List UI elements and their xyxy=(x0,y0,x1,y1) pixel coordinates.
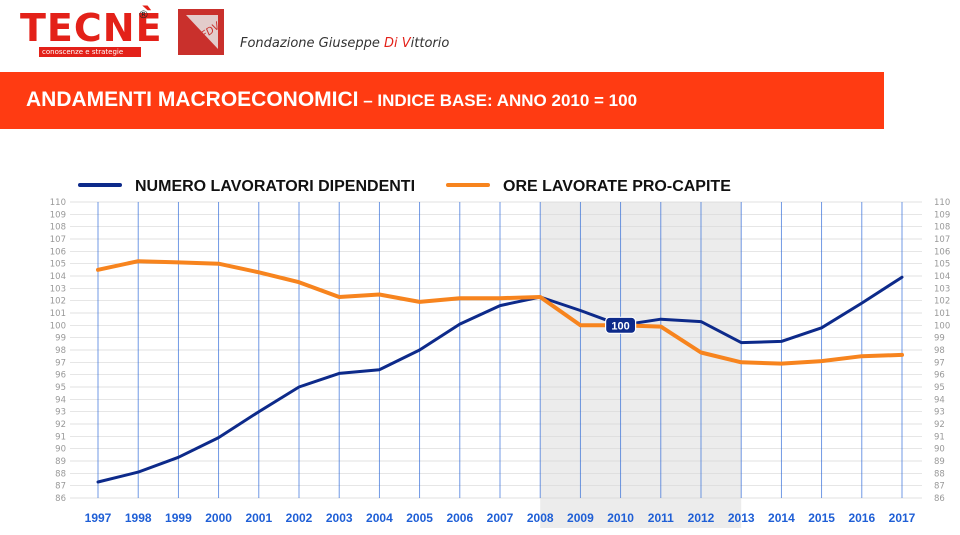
fondazione-name-part-a: Fondazione Giuseppe xyxy=(240,36,384,51)
y-tick-label-right: 91 xyxy=(934,432,945,442)
x-tick-label: 2014 xyxy=(768,511,795,525)
y-tick-label-left: 103 xyxy=(50,284,66,294)
x-tick-label: 2006 xyxy=(446,511,473,525)
chart-grid xyxy=(70,201,922,499)
y-tick-label-right: 89 xyxy=(934,457,945,467)
x-tick-label: 2001 xyxy=(245,511,272,525)
x-tick-label: 2017 xyxy=(889,511,916,525)
y-tick-label-right: 98 xyxy=(934,346,945,356)
y-tick-label-left: 104 xyxy=(50,272,66,282)
x-tick-label: 2013 xyxy=(728,511,755,525)
y-tick-label-right: 96 xyxy=(934,371,945,381)
y-tick-label-left: 102 xyxy=(50,297,66,307)
y-tick-label-left: 96 xyxy=(55,371,66,381)
y-tick-label-right: 101 xyxy=(934,309,950,319)
y-tick-label-right: 88 xyxy=(934,469,945,479)
y-tick-label-left: 110 xyxy=(50,198,66,208)
x-tick-label: 1998 xyxy=(125,511,152,525)
y-tick-label-left: 109 xyxy=(50,210,66,220)
x-tick-label: 2016 xyxy=(848,511,875,525)
y-tick-label-left: 95 xyxy=(55,383,66,393)
x-tick-label: 2005 xyxy=(406,511,433,525)
y-tick-label-right: 105 xyxy=(934,260,950,270)
chart-labels: 86 86 87 87 88 88 89 89 90 90 91 91 92 92 93 93 94 94 95 95… xyxy=(50,198,950,525)
y-tick-label-right: 92 xyxy=(934,420,945,430)
fondazione-name-part-b: Di V xyxy=(383,36,411,51)
x-tick-label: 2009 xyxy=(567,511,594,525)
fdv-logo-mark: FDV xyxy=(178,9,224,55)
y-tick-label-left: 90 xyxy=(55,445,66,455)
y-tick-label-left: 87 xyxy=(55,482,66,492)
banner-title-sub: – INDICE BASE: ANNO 2010 = 100 xyxy=(358,91,638,110)
tecne-tagline: conoscenze e strategie xyxy=(39,47,141,57)
y-tick-label-left: 92 xyxy=(55,420,66,430)
y-tick-label-left: 107 xyxy=(50,235,66,245)
y-tick-label-left: 98 xyxy=(55,346,66,356)
y-tick-label-right: 109 xyxy=(934,210,950,220)
y-tick-label-left: 100 xyxy=(50,321,66,331)
y-tick-label-left: 93 xyxy=(55,408,66,418)
annotation-label: 100 xyxy=(611,320,629,332)
y-tick-label-right: 103 xyxy=(934,284,950,294)
y-tick-label-right: 97 xyxy=(934,358,945,368)
y-tick-label-right: 100 xyxy=(934,321,950,331)
x-tick-label: 2010 xyxy=(607,511,634,525)
y-tick-label-left: 91 xyxy=(55,432,66,442)
legend-label: NUMERO LAVORATORI DIPENDENTI xyxy=(135,178,415,195)
y-tick-label-right: 104 xyxy=(934,272,950,282)
series-line xyxy=(96,275,904,484)
y-tick-label-left: 94 xyxy=(55,395,66,405)
x-tick-label: 2015 xyxy=(808,511,835,525)
y-tick-label-right: 106 xyxy=(934,247,950,257)
x-tick-label: 2007 xyxy=(487,511,514,525)
title-banner: ANDAMENTI MACROECONOMICI – INDICE BASE: … xyxy=(0,72,884,129)
y-tick-label-right: 99 xyxy=(934,334,945,344)
x-tick-label: 1997 xyxy=(85,511,112,525)
x-tick-label: 2012 xyxy=(688,511,715,525)
x-tick-label: 2000 xyxy=(205,511,232,525)
annotation-badge xyxy=(604,316,637,334)
chart-legend: NUMERO LAVORATORI DIPENDENTI ORE LAVORATE… xyxy=(78,178,731,195)
y-tick-label-left: 106 xyxy=(50,247,66,257)
chart-series xyxy=(96,259,904,484)
fondazione-name-part-c: ittorio xyxy=(410,36,450,51)
y-tick-label-right: 102 xyxy=(934,297,950,307)
y-tick-label-right: 95 xyxy=(934,383,945,393)
x-tick-label: 2003 xyxy=(326,511,353,525)
y-tick-label-right: 110 xyxy=(934,198,950,208)
highlight-band xyxy=(540,202,742,528)
banner-title: ANDAMENTI MACROECONOMICI – INDICE BASE: … xyxy=(26,88,637,112)
y-tick-label-left: 99 xyxy=(55,334,66,344)
tecne-logo-word: TECNÈ xyxy=(20,6,163,50)
fdv-logo: FDV xyxy=(178,9,224,55)
y-tick-label-left: 101 xyxy=(50,309,66,319)
y-tick-label-left: 86 xyxy=(55,494,66,504)
fondazione-name: Fondazione Giuseppe Di Vittorio xyxy=(240,36,449,51)
x-tick-label: 1999 xyxy=(165,511,192,525)
series-line xyxy=(96,259,904,366)
x-tick-label: 2008 xyxy=(527,511,554,525)
y-tick-label-right: 87 xyxy=(934,482,945,492)
y-tick-label-right: 108 xyxy=(934,223,950,233)
legend-label: ORE LAVORATE PRO-CAPITE xyxy=(503,178,731,195)
x-tick-label: 2004 xyxy=(366,511,393,525)
x-tick-label: 2002 xyxy=(286,511,313,525)
registered-mark: ® xyxy=(138,8,149,21)
banner-title-main: ANDAMENTI MACROECONOMICI xyxy=(26,88,359,111)
chart-background xyxy=(540,202,742,528)
y-tick-label-right: 94 xyxy=(934,395,945,405)
y-tick-label-right: 86 xyxy=(934,494,945,504)
y-tick-label-left: 108 xyxy=(50,223,66,233)
y-tick-label-left: 89 xyxy=(55,457,66,467)
y-tick-label-right: 90 xyxy=(934,445,945,455)
y-tick-label-right: 107 xyxy=(934,235,950,245)
y-tick-label-left: 88 xyxy=(55,469,66,479)
y-tick-label-left: 105 xyxy=(50,260,66,270)
y-tick-label-left: 97 xyxy=(55,358,66,368)
x-tick-label: 2011 xyxy=(648,511,674,525)
y-tick-label-right: 93 xyxy=(934,408,945,418)
tecne-logo: TECNÈ ® conoscenze e strategie xyxy=(20,6,163,57)
